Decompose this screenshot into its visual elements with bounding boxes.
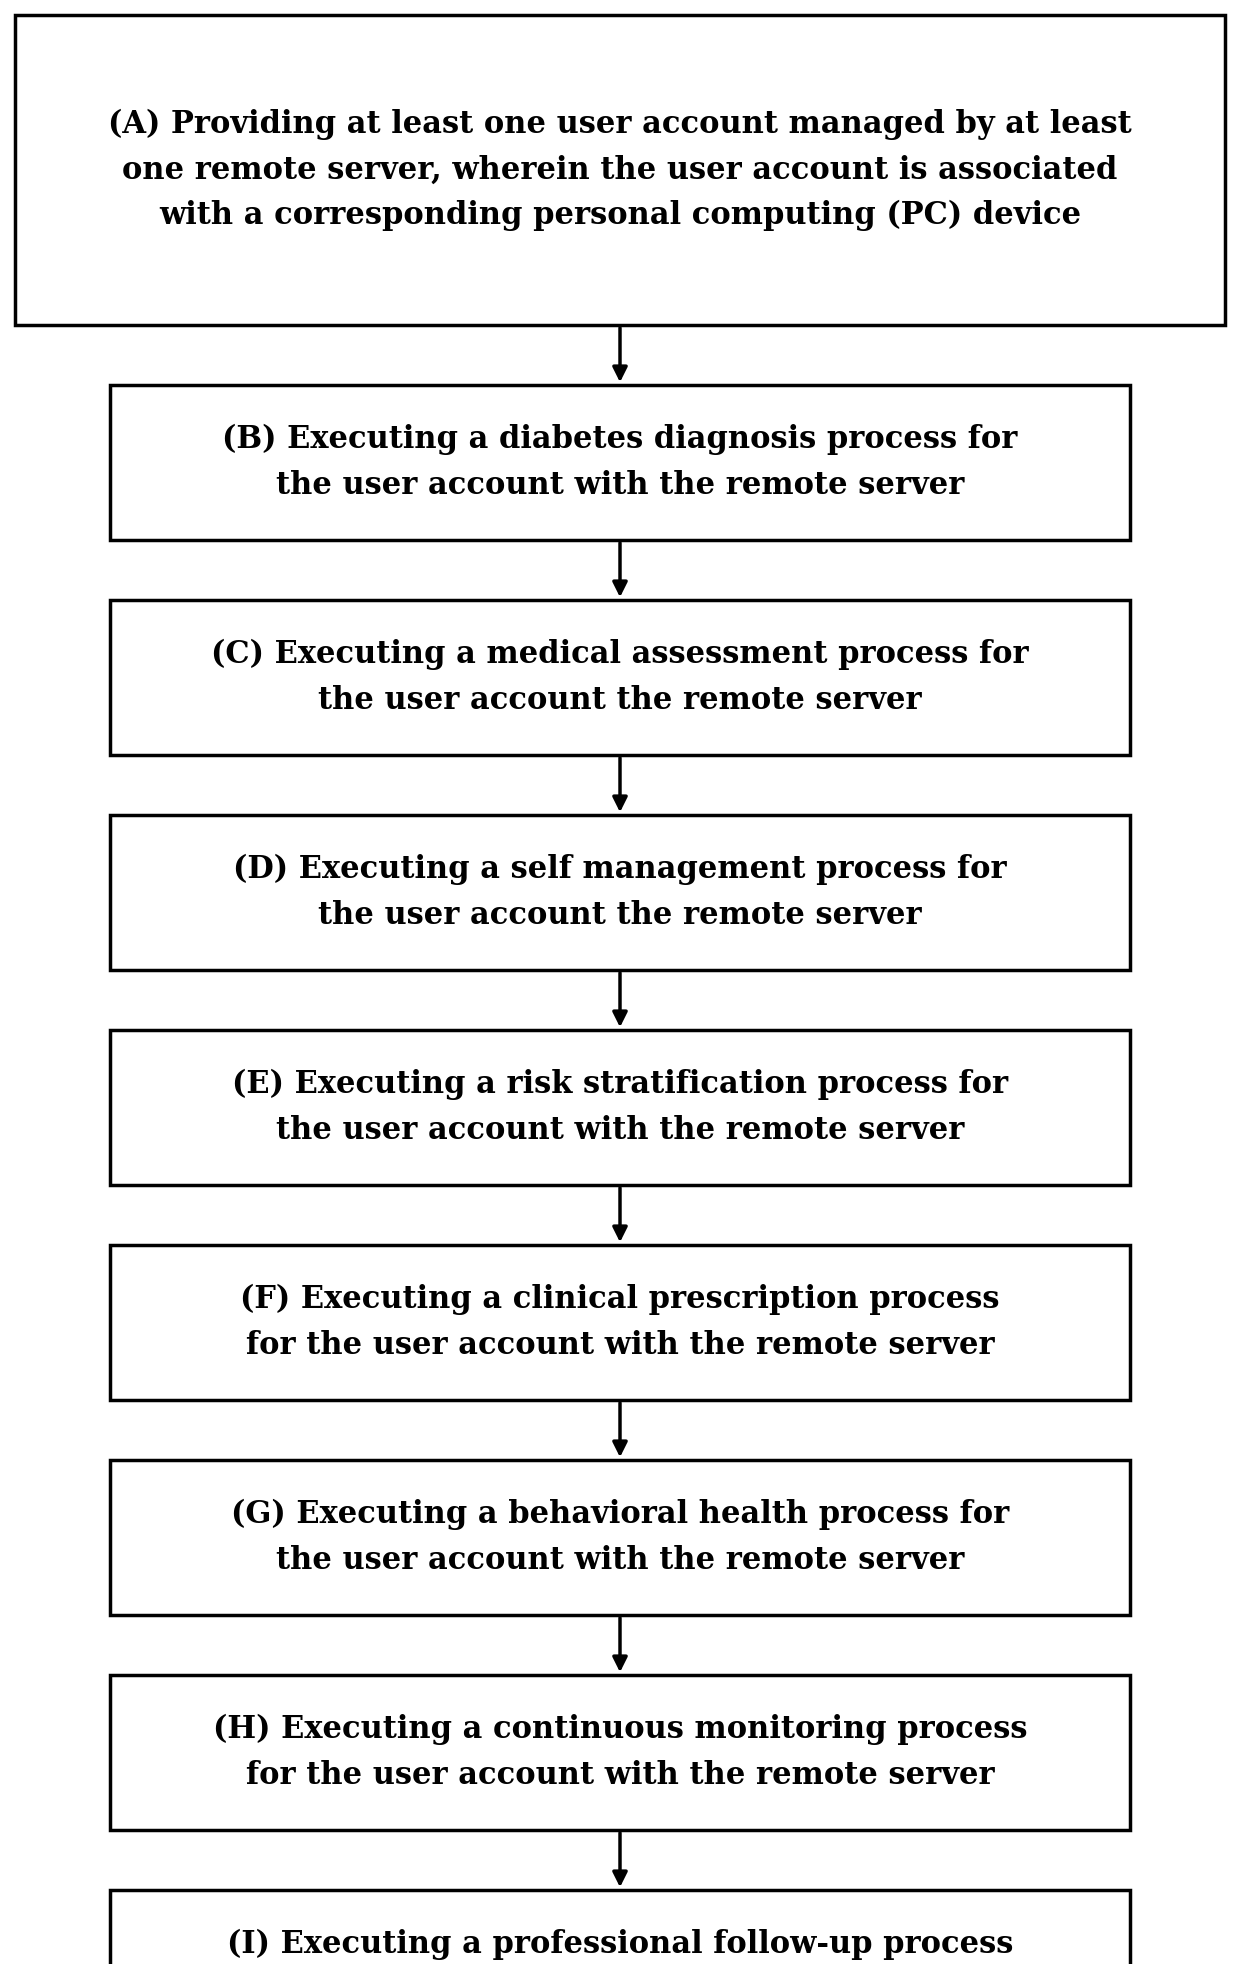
- Bar: [110, 599, 1130, 754]
- Text: (E) Executing a risk stratification process for
the user account with the remote: (E) Executing a risk stratification proc…: [232, 1068, 1008, 1145]
- Text: (G) Executing a behavioral health process for
the user account with the remote s: (G) Executing a behavioral health proces…: [231, 1499, 1009, 1575]
- Bar: [110, 815, 1130, 970]
- Text: (I) Executing a professional follow-up process
for the user account with the rem: (I) Executing a professional follow-up p…: [227, 1929, 1013, 1964]
- Bar: [110, 1459, 1130, 1614]
- Text: (C) Executing a medical assessment process for
the user account the remote serve: (C) Executing a medical assessment proce…: [211, 638, 1029, 715]
- Bar: [110, 1889, 1130, 1964]
- Text: (A) Providing at least one user account managed by at least
one remote server, w: (A) Providing at least one user account …: [108, 108, 1132, 232]
- Bar: [110, 385, 1130, 540]
- Text: (D) Executing a self management process for
the user account the remote server: (D) Executing a self management process …: [233, 854, 1007, 931]
- Text: (H) Executing a continuous monitoring process
for the user account with the remo: (H) Executing a continuous monitoring pr…: [213, 1715, 1027, 1791]
- Bar: [110, 1245, 1130, 1400]
- Bar: [110, 1675, 1130, 1830]
- Bar: [15, 16, 1225, 324]
- Text: (F) Executing a clinical prescription process
for the user account with the remo: (F) Executing a clinical prescription pr…: [241, 1284, 999, 1361]
- Text: (B) Executing a diabetes diagnosis process for
the user account with the remote : (B) Executing a diabetes diagnosis proce…: [222, 424, 1018, 501]
- Bar: [110, 1029, 1130, 1184]
